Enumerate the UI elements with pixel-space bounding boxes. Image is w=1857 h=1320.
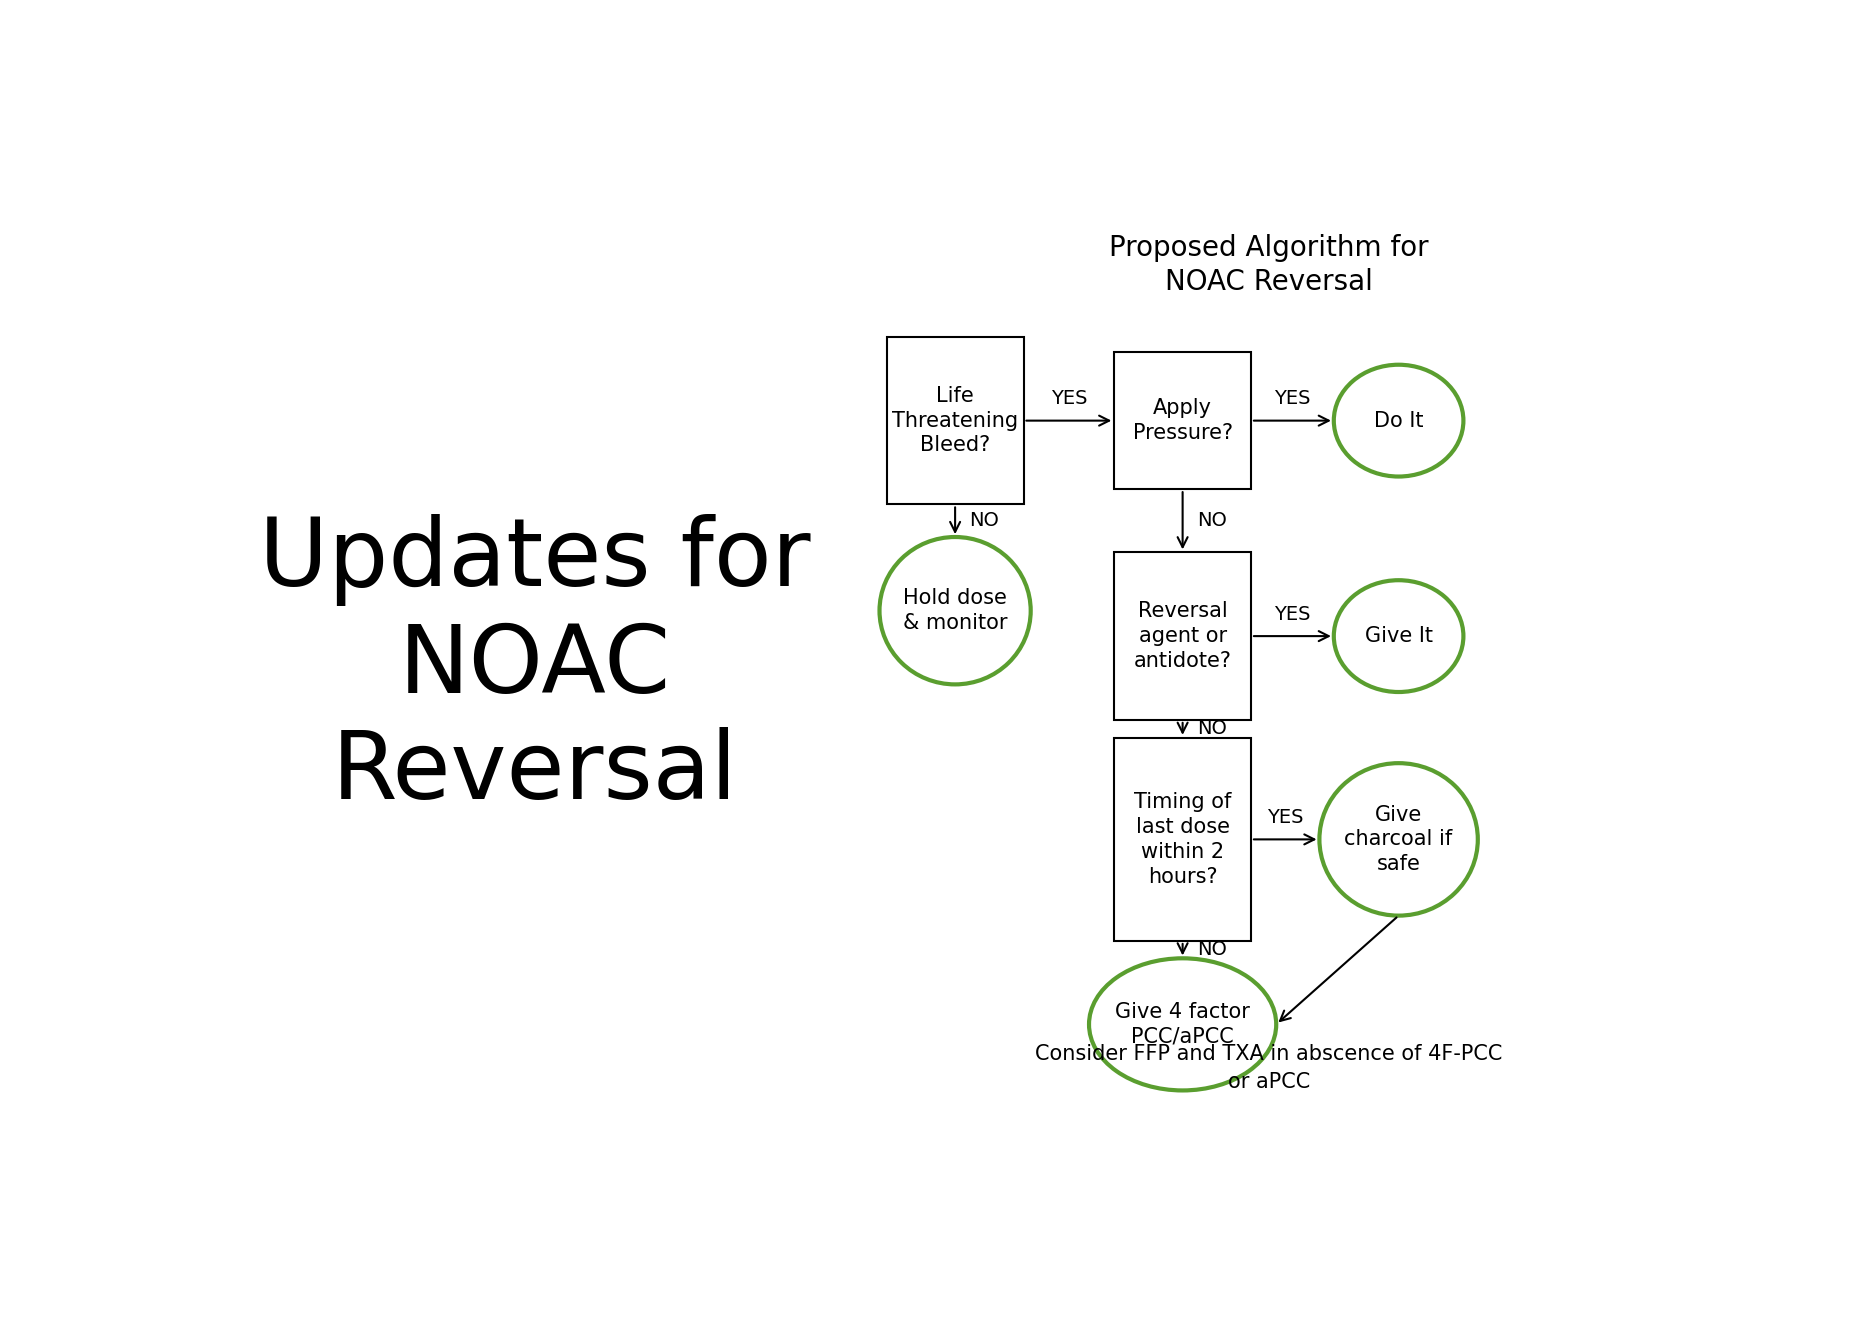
FancyBboxPatch shape [1114, 738, 1250, 941]
Text: Life
Threatening
Bleed?: Life Threatening Bleed? [891, 385, 1018, 455]
Text: Proposed Algorithm for
NOAC Reversal: Proposed Algorithm for NOAC Reversal [1109, 234, 1428, 297]
Text: NO: NO [969, 511, 999, 531]
Text: YES: YES [1274, 389, 1309, 408]
Text: Apply
Pressure?: Apply Pressure? [1133, 399, 1231, 444]
Text: Hold dose
& monitor: Hold dose & monitor [903, 589, 1006, 634]
Text: Consider FFP and TXA in abscence of 4F-PCC
or aPCC: Consider FFP and TXA in abscence of 4F-P… [1034, 1044, 1502, 1092]
Ellipse shape [878, 537, 1031, 684]
Text: Give
charcoal if
safe: Give charcoal if safe [1344, 805, 1452, 874]
Text: Give 4 factor
PCC/aPCC: Give 4 factor PCC/aPCC [1114, 1002, 1250, 1047]
Text: YES: YES [1266, 808, 1304, 828]
FancyBboxPatch shape [1114, 352, 1250, 490]
Ellipse shape [1333, 581, 1463, 692]
Text: NO: NO [1196, 719, 1226, 738]
Text: NO: NO [1196, 940, 1226, 960]
FancyBboxPatch shape [1114, 552, 1250, 719]
Text: YES: YES [1049, 389, 1086, 408]
Text: Do It: Do It [1372, 411, 1422, 430]
Text: YES: YES [1274, 605, 1309, 624]
Ellipse shape [1088, 958, 1276, 1090]
Ellipse shape [1333, 364, 1463, 477]
Text: Timing of
last dose
within 2
hours?: Timing of last dose within 2 hours? [1133, 792, 1231, 887]
Ellipse shape [1318, 763, 1476, 916]
Text: NO: NO [1196, 511, 1226, 531]
Text: Give It: Give It [1363, 626, 1432, 645]
FancyBboxPatch shape [886, 337, 1023, 504]
Text: Updates for
NOAC
Reversal: Updates for NOAC Reversal [258, 515, 810, 818]
Text: Reversal
agent or
antidote?: Reversal agent or antidote? [1133, 602, 1231, 671]
